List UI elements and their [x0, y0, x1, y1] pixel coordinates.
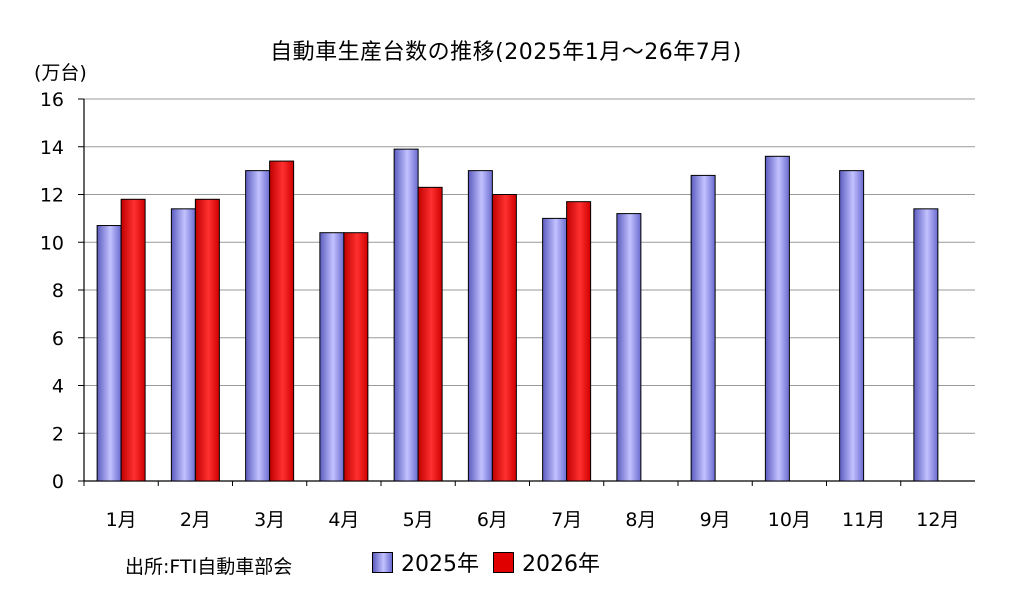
bar-2026年-7月: [566, 201, 592, 482]
legend: 2025年 2026年: [372, 546, 614, 578]
bar-2025年-5月: [393, 148, 419, 482]
bar-2025年-3月: [245, 170, 271, 482]
bar-2025年-12月: [913, 208, 939, 482]
bar-2025年-1月: [96, 225, 122, 482]
x-tick-label: 6月: [477, 509, 508, 531]
bar-2025年-2月: [170, 208, 196, 482]
bar-2026年-5月: [417, 186, 443, 482]
legend-swatch-2025: [372, 551, 393, 573]
chart-title: 自動車生産台数の推移(2025年1月～26年7月): [270, 40, 742, 65]
x-tick-label: 7月: [551, 509, 582, 531]
x-tick-label: 9月: [700, 509, 731, 531]
y-tick-label: 10: [40, 232, 64, 254]
y-tick-label: 16: [40, 89, 64, 111]
bar-2025年-10月: [764, 155, 790, 482]
y-axis-unit-label: (万台): [34, 62, 87, 84]
y-tick-label: 14: [40, 137, 64, 159]
x-tick-label: 11月: [842, 509, 885, 531]
legend-item-2026: 2026年: [493, 546, 600, 578]
legend-swatch-2026: [493, 551, 514, 573]
x-tick-label: 1月: [106, 509, 137, 531]
y-tick-label: 4: [52, 376, 64, 398]
bar-2025年-6月: [467, 170, 493, 482]
bar-2026年-6月: [491, 194, 517, 482]
bar-2025年-4月: [319, 232, 345, 482]
bar-2026年-2月: [194, 198, 220, 482]
bar-2026年-4月: [343, 232, 369, 482]
legend-label-2025: 2025年: [401, 552, 479, 577]
bar-2025年-11月: [839, 170, 865, 482]
x-tick-label: 4月: [328, 509, 359, 531]
x-tick-label: 12月: [916, 509, 959, 531]
x-tick-label: 10月: [768, 509, 811, 531]
bar-2025年-7月: [542, 217, 568, 482]
source-note: 出所:FTI自動車部会: [125, 556, 293, 578]
x-tick-label: 5月: [403, 509, 434, 531]
y-tick-label: 6: [52, 328, 64, 350]
y-tick-label: 8: [52, 280, 64, 302]
y-tick-label: 2: [52, 423, 64, 445]
bar-2026年-1月: [120, 198, 146, 482]
legend-label-2026: 2026年: [522, 552, 600, 577]
y-tick-label: 0: [52, 471, 64, 493]
legend-item-2025: 2025年: [372, 546, 479, 578]
x-tick-label: 3月: [254, 509, 285, 531]
bar-2025年-9月: [690, 174, 716, 482]
y-tick-label: 12: [40, 185, 64, 207]
bar-2026年-3月: [269, 160, 295, 482]
x-tick-label: 2月: [180, 509, 211, 531]
bar-2025年-8月: [616, 213, 642, 482]
x-tick-label: 8月: [625, 509, 656, 531]
